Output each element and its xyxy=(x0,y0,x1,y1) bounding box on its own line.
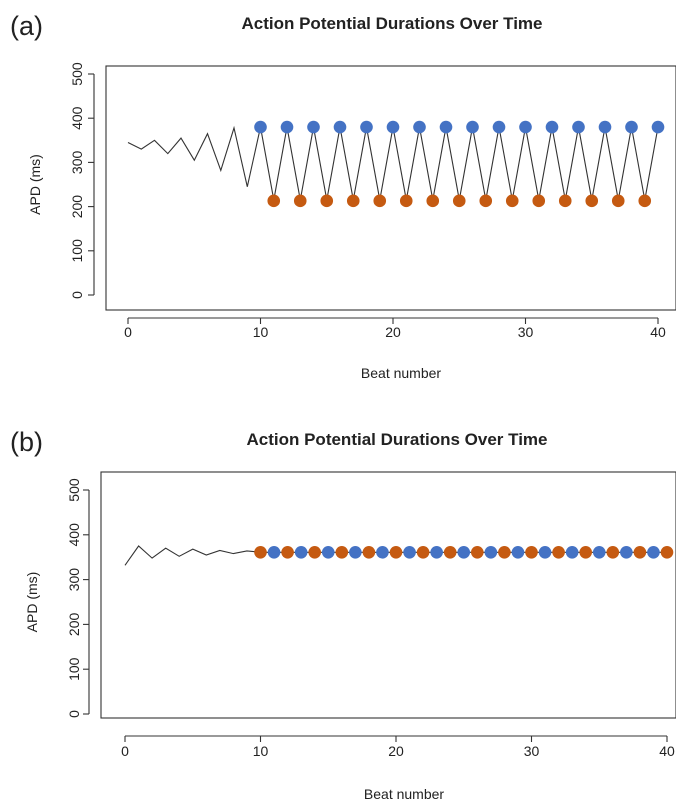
chart-panel-a: (a) Action Potential Durations Over Time 0… xyxy=(10,11,676,381)
x-tick-label: 40 xyxy=(659,743,675,759)
y-tick-label: 500 xyxy=(69,62,85,86)
x-tick-label: 0 xyxy=(121,743,129,759)
y-tick-label: 100 xyxy=(66,657,82,681)
apd-point-blue xyxy=(333,120,347,134)
apd-point-blue xyxy=(565,545,579,559)
apd-point-orange xyxy=(426,194,440,208)
apd-series-line xyxy=(127,125,659,201)
y-tick-label: 400 xyxy=(69,106,85,130)
apd-point-orange xyxy=(660,545,674,559)
x-tick-label: 30 xyxy=(524,743,540,759)
apd-point-orange xyxy=(254,545,267,559)
chart-title: Action Potential Durations Over Time xyxy=(241,14,542,33)
apd-point-blue xyxy=(592,545,606,559)
apd-point-blue xyxy=(439,120,453,134)
y-tick-label: 200 xyxy=(69,195,85,219)
apd-point-blue xyxy=(647,545,660,559)
apd-point-blue xyxy=(403,545,416,559)
apd-point-blue xyxy=(294,545,308,559)
apd-point-orange xyxy=(373,194,387,208)
y-tick-label: 300 xyxy=(66,568,82,592)
apd-point-blue xyxy=(538,545,552,559)
x-axis-label: Beat number xyxy=(361,365,441,381)
apd-point-blue xyxy=(254,120,267,134)
apd-point-orange xyxy=(443,545,457,559)
apd-point-orange xyxy=(346,194,360,208)
y-tick-label: 200 xyxy=(66,613,82,637)
y-tick-label: 400 xyxy=(66,523,82,547)
apd-point-orange xyxy=(498,545,511,559)
apd-point-blue xyxy=(307,120,320,134)
apd-point-blue xyxy=(466,120,479,134)
apd-point-orange xyxy=(335,545,349,559)
apd-point-blue xyxy=(457,545,471,559)
x-tick-label: 40 xyxy=(650,324,666,340)
apd-point-blue xyxy=(545,120,559,134)
apd-point-orange xyxy=(281,545,294,559)
apd-point-orange xyxy=(585,194,599,208)
plot-frame xyxy=(105,65,676,311)
y-tick-label: 500 xyxy=(66,478,82,502)
apd-point-blue xyxy=(492,120,506,134)
apd-point-blue xyxy=(598,120,612,134)
y-tick-label: 0 xyxy=(66,710,82,718)
apd-point-blue xyxy=(511,545,525,559)
apd-point-blue xyxy=(430,545,443,559)
chart-panel-b: (b) Action Potential Durations Over Time 0… xyxy=(10,427,676,802)
apd-point-blue xyxy=(349,545,362,559)
apd-point-blue xyxy=(321,545,335,559)
x-tick-label: 10 xyxy=(253,743,269,759)
apd-point-orange xyxy=(293,194,307,208)
apd-point-orange xyxy=(479,194,493,208)
apd-point-blue xyxy=(620,545,633,559)
apd-point-orange xyxy=(579,545,592,559)
x-tick-label: 20 xyxy=(388,743,404,759)
apd-point-orange xyxy=(532,194,546,208)
apd-point-blue xyxy=(360,120,373,134)
y-tick-label: 300 xyxy=(69,151,85,175)
apd-point-blue xyxy=(625,120,638,134)
apd-point-orange xyxy=(416,545,430,559)
apd-point-orange xyxy=(552,545,565,559)
apd-point-blue xyxy=(413,120,426,134)
apd-point-blue xyxy=(386,120,400,134)
apd-point-orange xyxy=(471,545,484,559)
x-tick-label: 20 xyxy=(385,324,401,340)
apd-point-orange xyxy=(389,545,403,559)
apd-point-orange xyxy=(452,194,466,208)
apd-point-orange xyxy=(362,545,376,559)
apd-point-blue xyxy=(267,545,281,559)
panel-label: (a) xyxy=(10,11,43,41)
apd-point-orange xyxy=(525,545,538,559)
x-tick-label: 30 xyxy=(518,324,534,340)
apd-point-blue xyxy=(376,545,389,559)
x-tick-label: 0 xyxy=(124,324,132,340)
chart-title: Action Potential Durations Over Time xyxy=(246,430,547,449)
apd-point-orange xyxy=(633,545,647,559)
apd-point-orange xyxy=(399,194,413,208)
x-tick-label: 10 xyxy=(253,324,269,340)
apd-point-orange xyxy=(558,194,572,208)
apd-point-blue xyxy=(484,545,498,559)
x-axis-label: Beat number xyxy=(364,786,444,802)
apd-point-blue xyxy=(572,120,585,134)
apd-point-orange xyxy=(308,545,322,559)
apd-point-orange xyxy=(638,194,652,208)
apd-point-blue xyxy=(280,120,294,134)
y-axis-label: APD (ms) xyxy=(24,572,40,633)
y-axis-label: APD (ms) xyxy=(27,154,43,215)
plot-frame xyxy=(100,471,676,719)
apd-point-orange xyxy=(505,194,519,208)
apd-point-blue xyxy=(651,120,665,134)
apd-point-blue xyxy=(519,120,532,134)
panel-label: (b) xyxy=(10,427,43,457)
apd-point-orange xyxy=(320,194,334,208)
y-tick-label: 0 xyxy=(69,291,85,299)
apd-point-orange xyxy=(267,194,281,208)
y-tick-label: 100 xyxy=(69,239,85,263)
apd-point-orange xyxy=(611,194,625,208)
apd-point-orange xyxy=(606,545,620,559)
